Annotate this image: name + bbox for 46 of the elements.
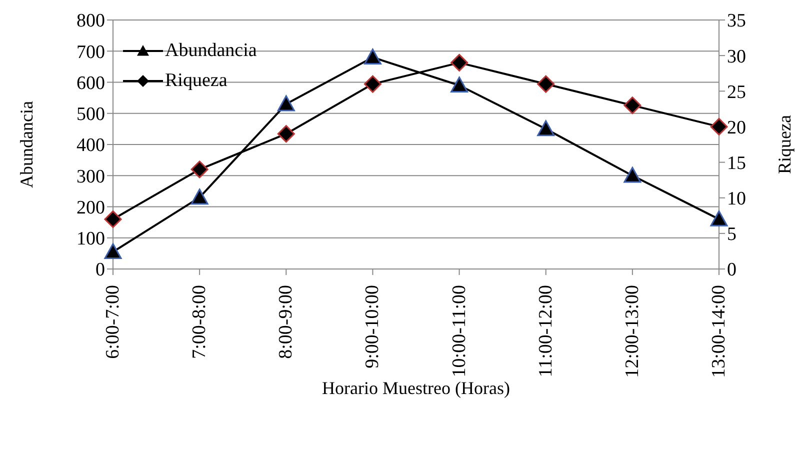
y-tick-label: 300 xyxy=(76,166,105,188)
point xyxy=(537,120,555,136)
point xyxy=(450,76,468,93)
point xyxy=(624,96,642,114)
y-tick-label: 500 xyxy=(76,104,105,126)
y-tick-label: 600 xyxy=(76,72,105,94)
x-tick-label: 12:00-13:00 xyxy=(622,285,643,378)
point xyxy=(104,243,122,260)
y-tick-label: 800 xyxy=(76,10,105,32)
y2-tick-label: 25 xyxy=(727,82,746,103)
point xyxy=(104,210,122,228)
y-tick-label: 400 xyxy=(76,135,105,156)
x-tick-label: 6:00-7:00 xyxy=(102,285,124,359)
y2-tick-label: 10 xyxy=(727,188,746,210)
x-tick-label: 8:00-9:00 xyxy=(276,285,297,359)
y2-tick-label: 20 xyxy=(727,117,746,138)
point xyxy=(624,166,642,183)
point xyxy=(190,160,208,178)
point xyxy=(190,188,208,205)
y2-tick-label: 5 xyxy=(727,224,736,246)
x-tick-label: 9:00-10:00 xyxy=(362,285,384,368)
y-tick-label: 700 xyxy=(76,42,105,63)
legend-label: Riqueza xyxy=(165,70,228,92)
point xyxy=(277,95,295,112)
y2-tick-label: 0 xyxy=(727,260,736,281)
y2-axis-title: Riqueza xyxy=(774,115,794,174)
point xyxy=(450,54,468,72)
x-tick-label: 13:00-14:00 xyxy=(708,285,730,378)
y-tick-label: 100 xyxy=(76,228,105,250)
x-tick-label: 11:00-12:00 xyxy=(535,285,556,378)
x-tick-label: 7:00-8:00 xyxy=(189,285,210,359)
point xyxy=(364,48,382,64)
point xyxy=(710,118,728,136)
point xyxy=(277,125,295,143)
y-tick-label: 200 xyxy=(76,197,105,218)
x-tick-label: 10:00-11:00 xyxy=(448,285,470,378)
point xyxy=(537,75,555,93)
y2-tick-label: 35 xyxy=(727,10,746,32)
y2-tick-label: 30 xyxy=(727,46,746,68)
y-tick-label: 0 xyxy=(96,260,105,281)
x-axis-title: Horario Muestreo (Horas) xyxy=(322,378,510,398)
point xyxy=(710,210,728,226)
y2-tick-label: 15 xyxy=(727,153,746,174)
y-axis-title: Abundancia xyxy=(16,101,36,188)
point xyxy=(364,75,382,93)
legend-label: Abundancia xyxy=(165,40,257,62)
